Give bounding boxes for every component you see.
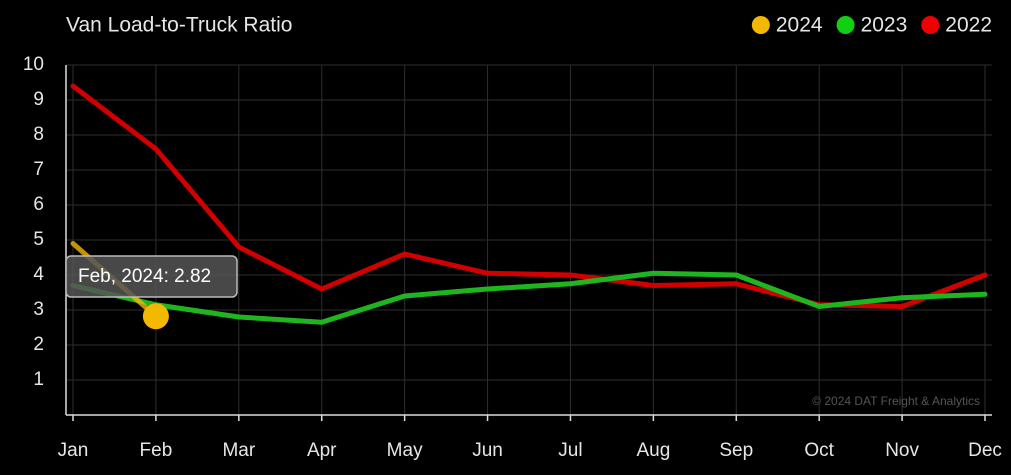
x-tick-label: Jun (472, 440, 503, 461)
y-tick-label: 4 (33, 264, 44, 285)
legend-swatch (751, 16, 770, 34)
x-tick-label: Oct (804, 440, 834, 461)
tooltip-box (65, 255, 238, 298)
legend-label: 2024 (776, 14, 823, 37)
legend-label: 2023 (861, 14, 908, 37)
x-tick-label: Mar (222, 440, 255, 461)
x-tick-label: Jul (558, 440, 582, 461)
y-tick-label: 1 (33, 369, 44, 390)
y-tick-label: 3 (33, 299, 44, 320)
chart-title: Van Load-to-Truck Ratio (66, 14, 292, 37)
x-tick-label: Sep (719, 440, 753, 461)
y-tick-label: 7 (33, 159, 44, 180)
series-line (70, 270, 988, 325)
y-tick-label: 2 (33, 334, 44, 355)
y-tick-label: 5 (33, 229, 44, 250)
legend-swatch (921, 16, 940, 34)
legend-swatch (836, 16, 855, 34)
x-tick-label: Jan (58, 440, 89, 461)
y-tick-label: 9 (33, 89, 44, 110)
legend-label: 2022 (945, 14, 992, 37)
x-tick-label: Nov (885, 440, 919, 461)
y-tick-label: 6 (33, 194, 44, 215)
x-tick-label: Apr (307, 440, 337, 461)
x-tick-label: Dec (968, 440, 1002, 461)
hover-point (142, 303, 169, 330)
x-tick-label: Aug (636, 440, 670, 461)
y-tick-label: 8 (33, 124, 44, 145)
tooltip-text: Feb, 2024: 2.82 (78, 266, 211, 287)
x-tick-label: Feb (140, 440, 173, 461)
watermark: © 2024 DAT Freight & Analytics (812, 394, 980, 408)
x-tick-label: May (387, 440, 423, 461)
y-tick-label: 10 (23, 54, 44, 75)
